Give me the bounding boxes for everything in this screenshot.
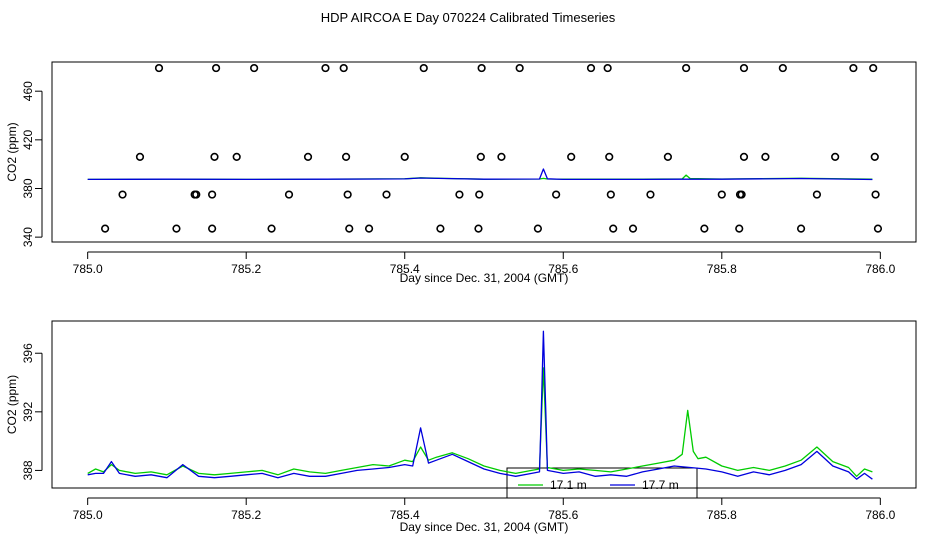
data-point xyxy=(339,63,348,73)
x-tick-label: 785.4 xyxy=(390,508,420,522)
x-tick-label: 785.2 xyxy=(231,262,261,276)
series-line-2 xyxy=(87,168,873,181)
data-point xyxy=(364,224,374,233)
data-point xyxy=(796,224,806,233)
series-line-1 xyxy=(87,330,873,480)
data-point xyxy=(533,224,543,233)
x-tick-label: 785.6 xyxy=(548,262,578,276)
data-point xyxy=(118,190,127,199)
data-point xyxy=(172,224,181,233)
data-point xyxy=(603,63,612,73)
y-axis-label: CO2 (ppm) xyxy=(5,122,19,181)
data-point xyxy=(609,224,618,233)
data-point xyxy=(476,152,485,161)
data-point xyxy=(232,152,241,161)
data-point xyxy=(284,190,294,199)
x-tick-label: 785.8 xyxy=(707,262,737,276)
data-point xyxy=(737,190,746,199)
data-point xyxy=(586,63,596,73)
x-tick-label: 785.4 xyxy=(390,262,420,276)
data-point xyxy=(849,63,858,73)
data-point xyxy=(552,190,561,199)
data-point xyxy=(303,152,313,161)
x-axis-label: Day since Dec. 31, 2004 (GMT) xyxy=(400,271,569,285)
legend-label: 17.1 m xyxy=(550,478,587,492)
data-point xyxy=(700,224,709,233)
data-point xyxy=(870,152,879,161)
y-tick-label: 340 xyxy=(21,227,35,247)
data-point xyxy=(455,190,464,199)
x-tick-label: 785.2 xyxy=(231,508,261,522)
x-tick-label: 785.8 xyxy=(707,508,737,522)
data-point xyxy=(739,63,749,73)
data-point xyxy=(663,152,672,161)
y-tick-label: 388 xyxy=(21,460,35,480)
plot-frame xyxy=(51,61,917,243)
chart-title: HDP AIRCOA E Day 070224 Calibrated Times… xyxy=(321,10,616,25)
data-point xyxy=(208,190,217,199)
data-point xyxy=(717,190,726,199)
data-point xyxy=(871,190,880,199)
data-point xyxy=(497,152,506,161)
data-point xyxy=(682,63,691,73)
data-point xyxy=(475,190,484,199)
data-point xyxy=(341,152,351,161)
data-point xyxy=(477,63,486,73)
y-axis-label: CO2 (ppm) xyxy=(5,375,19,434)
y-tick-label: 420 xyxy=(21,130,35,150)
y-tick-label: 392 xyxy=(21,401,35,421)
bottom-panel: 785.0 785.2 785.4 785.6 785.8 786.0 388 392 396 D… xyxy=(5,320,917,534)
data-point xyxy=(778,63,787,73)
x-tick-label: 785.6 xyxy=(548,508,578,522)
data-point xyxy=(873,224,883,233)
data-point xyxy=(628,224,638,233)
data-point xyxy=(515,63,524,73)
data-point xyxy=(250,63,259,73)
x-tick-label: 785.0 xyxy=(73,508,103,522)
top-panel: 785.0 785.2 785.4 785.6 785.8 786.0 340 380 420 4… xyxy=(5,61,917,285)
data-point xyxy=(192,190,201,199)
data-point xyxy=(761,152,770,161)
data-point xyxy=(267,224,276,233)
data-point xyxy=(345,224,354,233)
data-point xyxy=(739,152,749,161)
data-point xyxy=(382,190,391,199)
data-point xyxy=(135,152,145,161)
legend-box xyxy=(506,467,698,499)
data-point xyxy=(831,152,840,161)
data-point xyxy=(436,224,445,233)
legend-label: 17.7 m xyxy=(642,478,679,492)
data-point xyxy=(211,63,221,73)
plot-frame xyxy=(51,320,917,489)
data-point xyxy=(474,224,483,233)
data-point xyxy=(605,152,614,161)
x-tick-label: 786.0 xyxy=(865,262,895,276)
y-tick-label: 396 xyxy=(21,343,35,363)
data-point xyxy=(343,190,352,199)
x-tick-label: 786.0 xyxy=(865,508,895,522)
data-point xyxy=(400,152,409,161)
data-point xyxy=(101,224,110,233)
data-point xyxy=(646,190,655,199)
data-point xyxy=(210,152,219,161)
data-point xyxy=(321,63,330,73)
y-tick-label: 380 xyxy=(21,178,35,198)
x-tick-label: 785.0 xyxy=(73,262,103,276)
x-axis-label: Day since Dec. 31, 2004 (GMT) xyxy=(400,520,569,534)
data-point xyxy=(419,63,428,73)
data-point xyxy=(154,63,164,73)
y-tick-label: 460 xyxy=(21,81,35,101)
data-point xyxy=(869,63,878,73)
series-line-0 xyxy=(87,367,873,477)
data-point xyxy=(567,152,576,161)
data-point xyxy=(606,190,615,199)
data-point xyxy=(812,190,822,199)
data-point xyxy=(735,224,744,233)
data-point xyxy=(208,224,217,233)
